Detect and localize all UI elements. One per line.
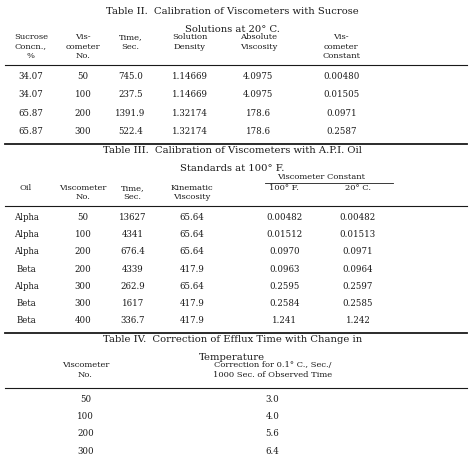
Text: 300: 300 [74,127,91,136]
Text: 1617: 1617 [122,299,144,308]
Text: Table IV.  Correction of Efflux Time with Change in: Table IV. Correction of Efflux Time with… [103,335,362,344]
Text: 0.01505: 0.01505 [323,90,359,99]
Text: 4.0: 4.0 [265,412,280,421]
Text: Time,
Sec.: Time, Sec. [121,184,145,202]
Text: 0.2595: 0.2595 [269,282,300,291]
Text: 50: 50 [80,395,91,404]
Text: 4.0975: 4.0975 [243,72,273,81]
Text: Sucrose
Concn.,
%: Sucrose Concn., % [14,33,48,60]
Text: 0.01513: 0.01513 [340,230,376,239]
Text: Alpha: Alpha [14,247,38,257]
Text: 1.32174: 1.32174 [172,127,208,136]
Text: 65.87: 65.87 [18,109,43,118]
Text: Temperature: Temperature [199,353,265,362]
Text: 4.0975: 4.0975 [243,90,273,99]
Text: Time,
Sec.: Time, Sec. [118,33,142,51]
Text: Oil: Oil [20,184,32,192]
Text: 0.2597: 0.2597 [343,282,373,291]
Text: 65.64: 65.64 [180,282,204,291]
Text: 178.6: 178.6 [246,109,271,118]
Text: Viscometer
No.: Viscometer No. [62,361,109,379]
Text: 522.4: 522.4 [118,127,143,136]
Text: Beta: Beta [16,265,36,274]
Text: Vis-
cometer
Constant: Vis- cometer Constant [322,33,360,60]
Text: 0.0964: 0.0964 [343,265,373,274]
Text: 200: 200 [74,109,91,118]
Text: Vis-
cometer
No.: Vis- cometer No. [65,33,100,60]
Text: 1.14669: 1.14669 [172,72,208,81]
Text: 100: 100 [77,412,94,421]
Text: Solution
Density: Solution Density [172,33,207,51]
Text: 0.2587: 0.2587 [326,127,356,136]
Text: 34.07: 34.07 [18,72,43,81]
Text: 262.9: 262.9 [120,282,145,291]
Text: Solutions at 20° C.: Solutions at 20° C. [185,25,280,34]
Text: 400: 400 [74,316,91,326]
Text: Viscometer
No.: Viscometer No. [59,184,107,202]
Text: 0.2585: 0.2585 [343,299,373,308]
Text: 1391.9: 1391.9 [115,109,146,118]
Text: 65.64: 65.64 [180,213,204,222]
Text: Table II.  Calibration of Viscometers with Sucrose: Table II. Calibration of Viscometers wit… [106,7,359,16]
Text: 3.0: 3.0 [265,395,280,404]
Text: 13627: 13627 [119,213,146,222]
Text: Standards at 100° F.: Standards at 100° F. [180,164,284,173]
Text: 5.6: 5.6 [265,429,280,439]
Text: 4341: 4341 [122,230,144,239]
Text: 0.01512: 0.01512 [266,230,302,239]
Text: 100: 100 [74,230,91,239]
Text: 50: 50 [77,72,89,81]
Text: 4339: 4339 [122,265,144,274]
Text: 1.32174: 1.32174 [172,109,208,118]
Text: Beta: Beta [16,316,36,326]
Text: 20° C.: 20° C. [345,184,371,192]
Text: 1.14669: 1.14669 [172,90,208,99]
Text: 745.0: 745.0 [118,72,143,81]
Text: 0.0971: 0.0971 [326,109,356,118]
Text: 0.0971: 0.0971 [343,247,373,257]
Text: Beta: Beta [16,299,36,308]
Text: 0.00482: 0.00482 [266,213,302,222]
Text: 300: 300 [77,447,94,454]
Text: 417.9: 417.9 [180,316,204,326]
Text: 336.7: 336.7 [120,316,145,326]
Text: 300: 300 [74,299,91,308]
Text: 100° F.: 100° F. [269,184,300,192]
Text: 0.0970: 0.0970 [269,247,300,257]
Text: 200: 200 [77,429,94,439]
Text: 300: 300 [74,282,91,291]
Text: 200: 200 [74,247,91,257]
Text: Alpha: Alpha [14,282,38,291]
Text: 1.242: 1.242 [346,316,370,326]
Text: 676.4: 676.4 [120,247,145,257]
Text: 417.9: 417.9 [180,299,204,308]
Text: Table III.  Calibration of Viscometers with A.P.I. Oil: Table III. Calibration of Viscometers wi… [103,146,362,155]
Text: Viscometer Constant: Viscometer Constant [277,173,365,181]
Text: 237.5: 237.5 [118,90,143,99]
Text: 178.6: 178.6 [246,127,271,136]
Text: 34.07: 34.07 [18,90,43,99]
Text: Alpha: Alpha [14,230,38,239]
Text: Alpha: Alpha [14,213,38,222]
Text: 65.64: 65.64 [180,230,204,239]
Text: 50: 50 [77,213,89,222]
Text: 0.2584: 0.2584 [269,299,300,308]
Text: 0.00482: 0.00482 [340,213,376,222]
Text: 0.00480: 0.00480 [323,72,359,81]
Text: 0.0963: 0.0963 [269,265,300,274]
Text: 65.64: 65.64 [180,247,204,257]
Text: Kinematic
Viscosity: Kinematic Viscosity [171,184,213,202]
Text: 65.87: 65.87 [18,127,43,136]
Text: Absolute
Viscosity: Absolute Viscosity [240,33,277,51]
Text: 1.241: 1.241 [272,316,297,326]
Text: 200: 200 [74,265,91,274]
Text: 6.4: 6.4 [265,447,280,454]
Text: Correction for 0.1° C., Sec./
1000 Sec. of Observed Time: Correction for 0.1° C., Sec./ 1000 Sec. … [213,361,332,379]
Text: 417.9: 417.9 [180,265,204,274]
Text: 100: 100 [74,90,91,99]
